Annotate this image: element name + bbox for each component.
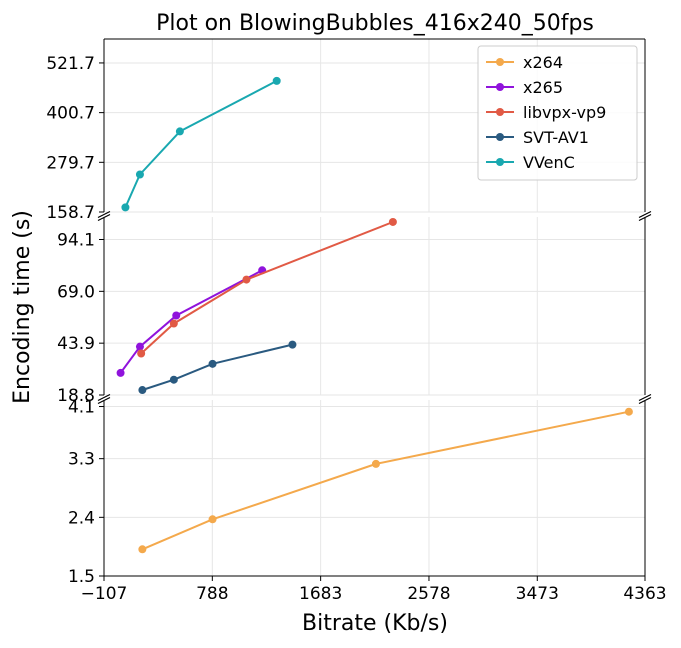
data-point-SVT-AV1 [288,340,297,349]
legend-marker-SVT-AV1 [496,133,504,141]
axis-break-mark [97,210,111,219]
data-point-x264 [138,545,147,554]
series-line-x265 [119,269,263,374]
series-line-x264 [142,410,630,551]
y-tick-label: 158.7 [46,203,95,223]
y-tick-label: 43.9 [57,334,95,354]
series-line-SVT-AV1 [142,343,293,391]
series-line-libvpx-vp9 [140,221,394,355]
data-point-VVenC [135,170,144,179]
data-point-x265 [135,342,144,351]
legend-box [477,45,638,181]
x-tick-label: 788 [196,584,228,604]
legend-label-libvpx-vp9: libvpx-vp9 [523,103,606,122]
x-tick-label: 4363 [623,584,666,604]
y-tick-label: 94.1 [57,231,95,251]
data-point-VVenC [272,76,281,85]
y-tick-label: 521.7 [46,54,95,74]
data-point-x265 [172,311,181,320]
y-axis-label: Encoding time (s) [10,210,35,404]
x-tick-label: 1683 [299,584,342,604]
plot-area: 158.7 279.7 400.7 521.7 18.8 43.9 69.0 94.1 1.5 2… [46,38,667,604]
data-point-SVT-AV1 [208,359,217,368]
data-point-SVT-AV1 [138,386,147,395]
y-tick-label: 69.0 [57,282,95,302]
y-tick-label: 3.3 [68,450,95,470]
x-tick-label: −107 [81,584,128,604]
data-point-x264 [208,515,217,524]
data-point-SVT-AV1 [169,375,178,384]
legend-marker-x264 [496,58,504,66]
data-point-libvpx-vp9 [388,217,397,226]
legend-label-x265: x265 [523,78,563,97]
data-point-x264 [371,459,380,468]
legend-marker-libvpx-vp9 [496,108,504,116]
axis-break-mark [638,210,652,219]
y-tick-label: 279.7 [46,153,95,173]
data-point-libvpx-vp9 [242,275,251,284]
data-point-VVenC [175,127,184,136]
data-point-x264 [624,407,633,416]
data-point-VVenC [121,203,130,212]
chart-title: Plot on BlowingBubbles_416x240_50fps [156,11,594,36]
data-point-libvpx-vp9 [137,349,146,358]
legend-marker-x265 [496,83,504,91]
data-point-x265 [116,368,125,377]
y-tick-label: 1.5 [68,567,95,587]
y-tick-label: 400.7 [46,104,95,124]
axis-break-mark [638,393,652,402]
axis-break-mark [97,396,111,405]
legend-label-x264: x264 [523,53,563,72]
axis-break-mark [638,213,652,222]
axis-break-mark [97,213,111,222]
x-tick-label: 3473 [516,584,559,604]
y-tick-label: 4.1 [68,398,95,418]
legend-label-VVenC: VVenC [523,153,575,172]
legend-marker-VVenC [496,158,504,166]
legend-label-SVT-AV1: SVT-AV1 [523,128,589,147]
legend: x264 x265 libvpx-vp9 SVT-AV1 VVenC [477,45,638,181]
series-line-VVenC [124,80,278,208]
y-tick-label: 2.4 [68,508,95,528]
axis-break-mark [97,393,111,402]
y-tick-label: 18.8 [57,386,95,406]
x-axis-label: Bitrate (Kb/s) [302,611,448,636]
x-tick-label: 2578 [407,584,450,604]
axis-break-mark [638,396,652,405]
data-point-libvpx-vp9 [169,319,178,328]
